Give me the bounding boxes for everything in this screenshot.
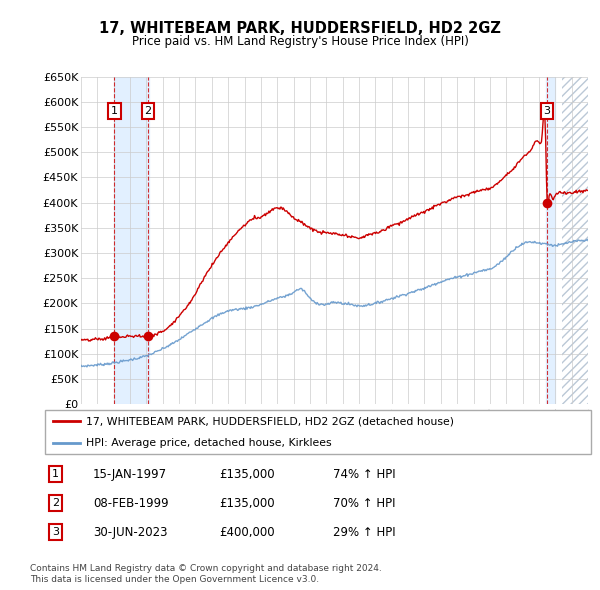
Text: 2: 2 bbox=[145, 106, 152, 116]
Text: 3: 3 bbox=[544, 106, 551, 116]
Text: 74% ↑ HPI: 74% ↑ HPI bbox=[333, 468, 395, 481]
Text: 17, WHITEBEAM PARK, HUDDERSFIELD, HD2 2GZ (detached house): 17, WHITEBEAM PARK, HUDDERSFIELD, HD2 2G… bbox=[86, 416, 454, 426]
Text: £135,000: £135,000 bbox=[219, 497, 275, 510]
Text: 29% ↑ HPI: 29% ↑ HPI bbox=[333, 526, 395, 539]
Bar bbox=[562, 77, 596, 404]
Bar bbox=[546, 77, 555, 404]
Text: £135,000: £135,000 bbox=[219, 468, 275, 481]
Text: 70% ↑ HPI: 70% ↑ HPI bbox=[333, 497, 395, 510]
Text: 2: 2 bbox=[52, 499, 59, 508]
Bar bbox=[562, 77, 596, 404]
FancyBboxPatch shape bbox=[45, 410, 591, 454]
Text: 1: 1 bbox=[111, 106, 118, 116]
Text: 15-JAN-1997: 15-JAN-1997 bbox=[93, 468, 167, 481]
Text: Contains HM Land Registry data © Crown copyright and database right 2024.: Contains HM Land Registry data © Crown c… bbox=[30, 565, 382, 573]
Text: £400,000: £400,000 bbox=[219, 526, 275, 539]
Bar bbox=[113, 77, 149, 404]
Text: 17, WHITEBEAM PARK, HUDDERSFIELD, HD2 2GZ: 17, WHITEBEAM PARK, HUDDERSFIELD, HD2 2G… bbox=[99, 21, 501, 35]
Text: Price paid vs. HM Land Registry's House Price Index (HPI): Price paid vs. HM Land Registry's House … bbox=[131, 35, 469, 48]
Text: HPI: Average price, detached house, Kirklees: HPI: Average price, detached house, Kirk… bbox=[86, 438, 332, 448]
Text: 08-FEB-1999: 08-FEB-1999 bbox=[93, 497, 169, 510]
Text: 30-JUN-2023: 30-JUN-2023 bbox=[93, 526, 167, 539]
Text: 1: 1 bbox=[52, 470, 59, 479]
Text: This data is licensed under the Open Government Licence v3.0.: This data is licensed under the Open Gov… bbox=[30, 575, 319, 584]
Text: 3: 3 bbox=[52, 527, 59, 537]
